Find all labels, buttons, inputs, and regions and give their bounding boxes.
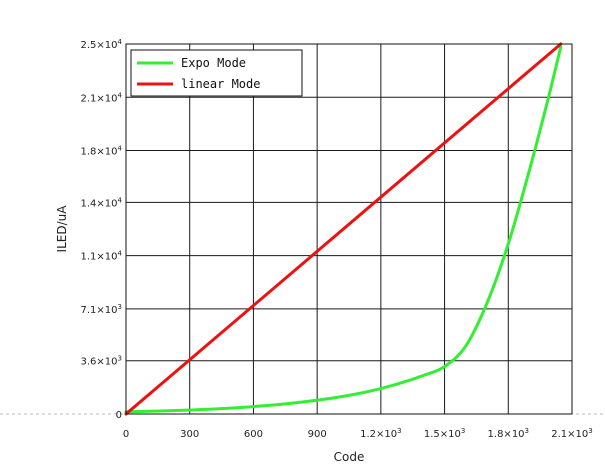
y-tick-label-5: 1.8×104 [81, 145, 123, 158]
legend-box [130, 49, 303, 97]
legend-label-linear-mode: linear Mode [181, 77, 260, 91]
series-line-expo-mode [124, 45, 563, 414]
legend: Expo Mode linear Mode [130, 49, 303, 97]
x-tick-label-1: 300 [180, 429, 199, 440]
y-tick-label-6: 2.1×104 [81, 91, 123, 104]
y-tick-label-0: 0 [116, 410, 122, 421]
x-tick-label-2: 600 [244, 429, 263, 440]
x-axis-label: Code [334, 450, 365, 464]
y-tick-label-2: 7.1×103 [81, 303, 122, 316]
legend-label-expo-mode: Expo Mode [181, 56, 246, 70]
plot-frame [125, 43, 573, 415]
tick-labels: 0 300 600 900 1.2×103 1.5×103 1.8×103 2.1×103 0 3… [81, 38, 593, 440]
x-tick-label-6: 1.8×103 [488, 427, 529, 440]
x-tick-label-5: 1.5×103 [424, 427, 465, 440]
y-tick-label-7: 2.5×104 [81, 38, 123, 51]
series-lines [124, 42, 563, 416]
x-tick-label-3: 900 [308, 429, 327, 440]
y-tick-label-4: 1.4×104 [81, 196, 123, 209]
x-tick-label-0: 0 [123, 429, 129, 440]
x-tick-label-4: 1.2×103 [360, 427, 401, 440]
y-tick-label-1: 3.6×103 [81, 355, 122, 368]
x-tick-label-7: 2.1×103 [551, 427, 592, 440]
y-tick-label-3: 1.1×104 [81, 250, 123, 263]
series-line-linear-mode [124, 42, 563, 416]
y-axis-label: ILED/uA [55, 205, 69, 253]
